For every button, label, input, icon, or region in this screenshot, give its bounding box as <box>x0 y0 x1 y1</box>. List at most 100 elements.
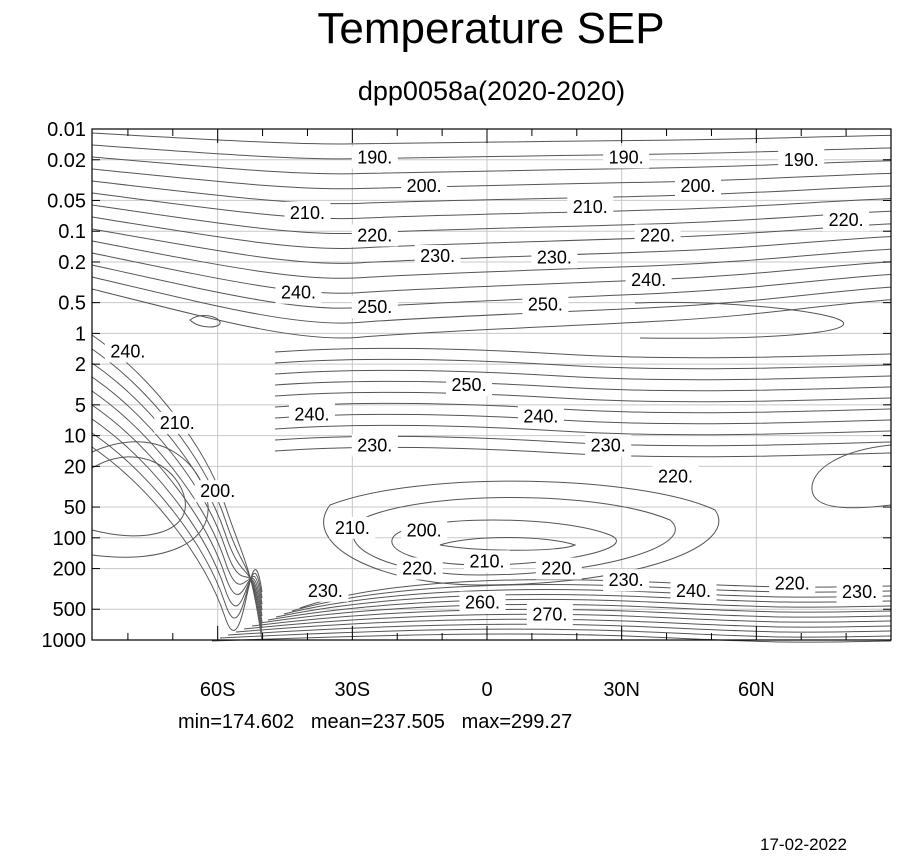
contour-label: 240. <box>110 341 145 361</box>
contour-label: 200. <box>407 176 442 196</box>
contour-label: 240. <box>281 283 316 303</box>
contour-labels: 190. 190. 190. 200. 200. 210. 210. 220. 220. 220.… <box>104 146 883 626</box>
contour-label-bg <box>104 340 151 363</box>
contour-line <box>274 424 892 436</box>
contour-label: 220. <box>640 225 675 245</box>
y-tick-label: 0.02 <box>47 150 86 172</box>
contour-label-bg <box>535 557 582 580</box>
contour-line <box>439 537 577 551</box>
contour-line <box>91 192 892 220</box>
axis-ticks: 0.01 0.02 0.05 0.1 0.2 0.5 1 2 5 10 20 50 100 200 500 1… <box>42 119 891 701</box>
stat-max: max=299.27 <box>461 711 573 733</box>
stats-line: min=174.602 mean=237.505 max=299.27 <box>178 711 572 734</box>
contour-line <box>91 276 892 324</box>
contour-line <box>259 603 892 624</box>
contour-label-bg <box>396 557 443 580</box>
contour-label-bg <box>302 579 349 602</box>
contour-label-bg <box>526 603 573 626</box>
contour-line <box>323 480 720 586</box>
contour-line <box>91 180 892 205</box>
contour-label-bg <box>585 434 632 457</box>
contour-line <box>91 441 209 558</box>
contour-label-bg <box>625 268 672 291</box>
contour-label-bg <box>351 434 398 457</box>
contour-label-bg <box>603 569 650 592</box>
y-tick-label: 50 <box>64 497 86 519</box>
y-tick-label: 0.01 <box>47 119 86 141</box>
contour-line <box>91 228 892 264</box>
contour-label: 260. <box>465 593 500 613</box>
contour-label: 210. <box>290 203 325 223</box>
contour-label: 200. <box>680 176 715 196</box>
y-tick-label: 200 <box>53 559 86 581</box>
x-tick-label: 60S <box>200 679 236 701</box>
contour-label-bg <box>674 174 721 197</box>
contour-label: 210. <box>573 197 608 217</box>
y-tick-label: 0.1 <box>58 221 86 243</box>
contour-label-bg <box>275 281 322 304</box>
y-tick-label: 1 <box>75 323 86 345</box>
contour-label: 230. <box>591 436 626 456</box>
x-tick-label: 30N <box>603 679 640 701</box>
contour-label-bg <box>634 224 681 247</box>
contour-label-bg <box>288 403 335 426</box>
contour-line <box>91 144 892 160</box>
contour-line <box>91 132 892 145</box>
contour-line <box>91 240 892 279</box>
contour-line <box>91 216 892 249</box>
contour-label: 210. <box>469 551 504 571</box>
y-tick-label: 5 <box>75 395 86 417</box>
contour-label-bg <box>531 246 578 269</box>
contour-label-bg <box>329 516 376 539</box>
contour-line <box>91 288 892 339</box>
contour-line <box>235 618 892 633</box>
contour-label: 230. <box>842 582 877 602</box>
y-tick-label: 0.05 <box>47 190 86 212</box>
contour-label: 250. <box>452 375 487 395</box>
contour-label-bg <box>284 201 331 224</box>
contour-label: 250. <box>357 297 392 317</box>
contour-label: 210. <box>335 518 370 538</box>
y-tick-label: 20 <box>64 456 86 478</box>
contour-label: 230. <box>308 581 343 601</box>
y-tick-label: 1000 <box>42 630 87 652</box>
x-tick-label: 30S <box>335 679 371 701</box>
contour-label-bg <box>351 224 398 247</box>
contour-line <box>274 369 892 381</box>
contour-line <box>91 418 263 607</box>
contour-label: 220. <box>658 466 693 486</box>
contour-line <box>274 358 892 370</box>
y-tick-label: 2 <box>75 354 86 376</box>
contour-line <box>189 315 221 328</box>
contour-label: 230. <box>357 436 392 456</box>
contour-line <box>91 404 263 611</box>
contour-label-bg <box>670 579 717 602</box>
contour-label-bg <box>769 572 816 595</box>
contour-label: 220. <box>829 210 864 230</box>
contour-line <box>91 264 892 309</box>
y-tick-label: 100 <box>53 528 86 550</box>
contour-label-bg <box>351 295 398 318</box>
contour-label-bg <box>823 209 870 232</box>
y-tick-label: 500 <box>53 599 86 621</box>
contour-line <box>274 347 892 359</box>
x-tick-label: 60N <box>738 679 775 701</box>
contour-line <box>91 376 263 623</box>
contour-line <box>251 608 892 627</box>
contour-line <box>811 444 892 509</box>
contour-label: 240. <box>631 270 666 290</box>
contour-line <box>91 446 263 631</box>
contour-label: 220. <box>402 559 437 579</box>
chart-subtitle: dpp0058a(2020-2020) <box>357 76 626 106</box>
contour-label: 220. <box>775 573 810 593</box>
contour-label: 230. <box>609 570 644 590</box>
contour-label: 220. <box>357 225 392 245</box>
y-tick-label: 10 <box>64 426 86 448</box>
contour-line <box>275 594 892 618</box>
x-tick-label: 0 <box>481 679 492 701</box>
contour-line <box>352 497 676 576</box>
y-tick-label: 0.5 <box>58 293 86 315</box>
contour-label-bg <box>652 465 699 488</box>
contour-label: 230. <box>420 246 455 266</box>
contour-label: 270. <box>532 604 567 624</box>
